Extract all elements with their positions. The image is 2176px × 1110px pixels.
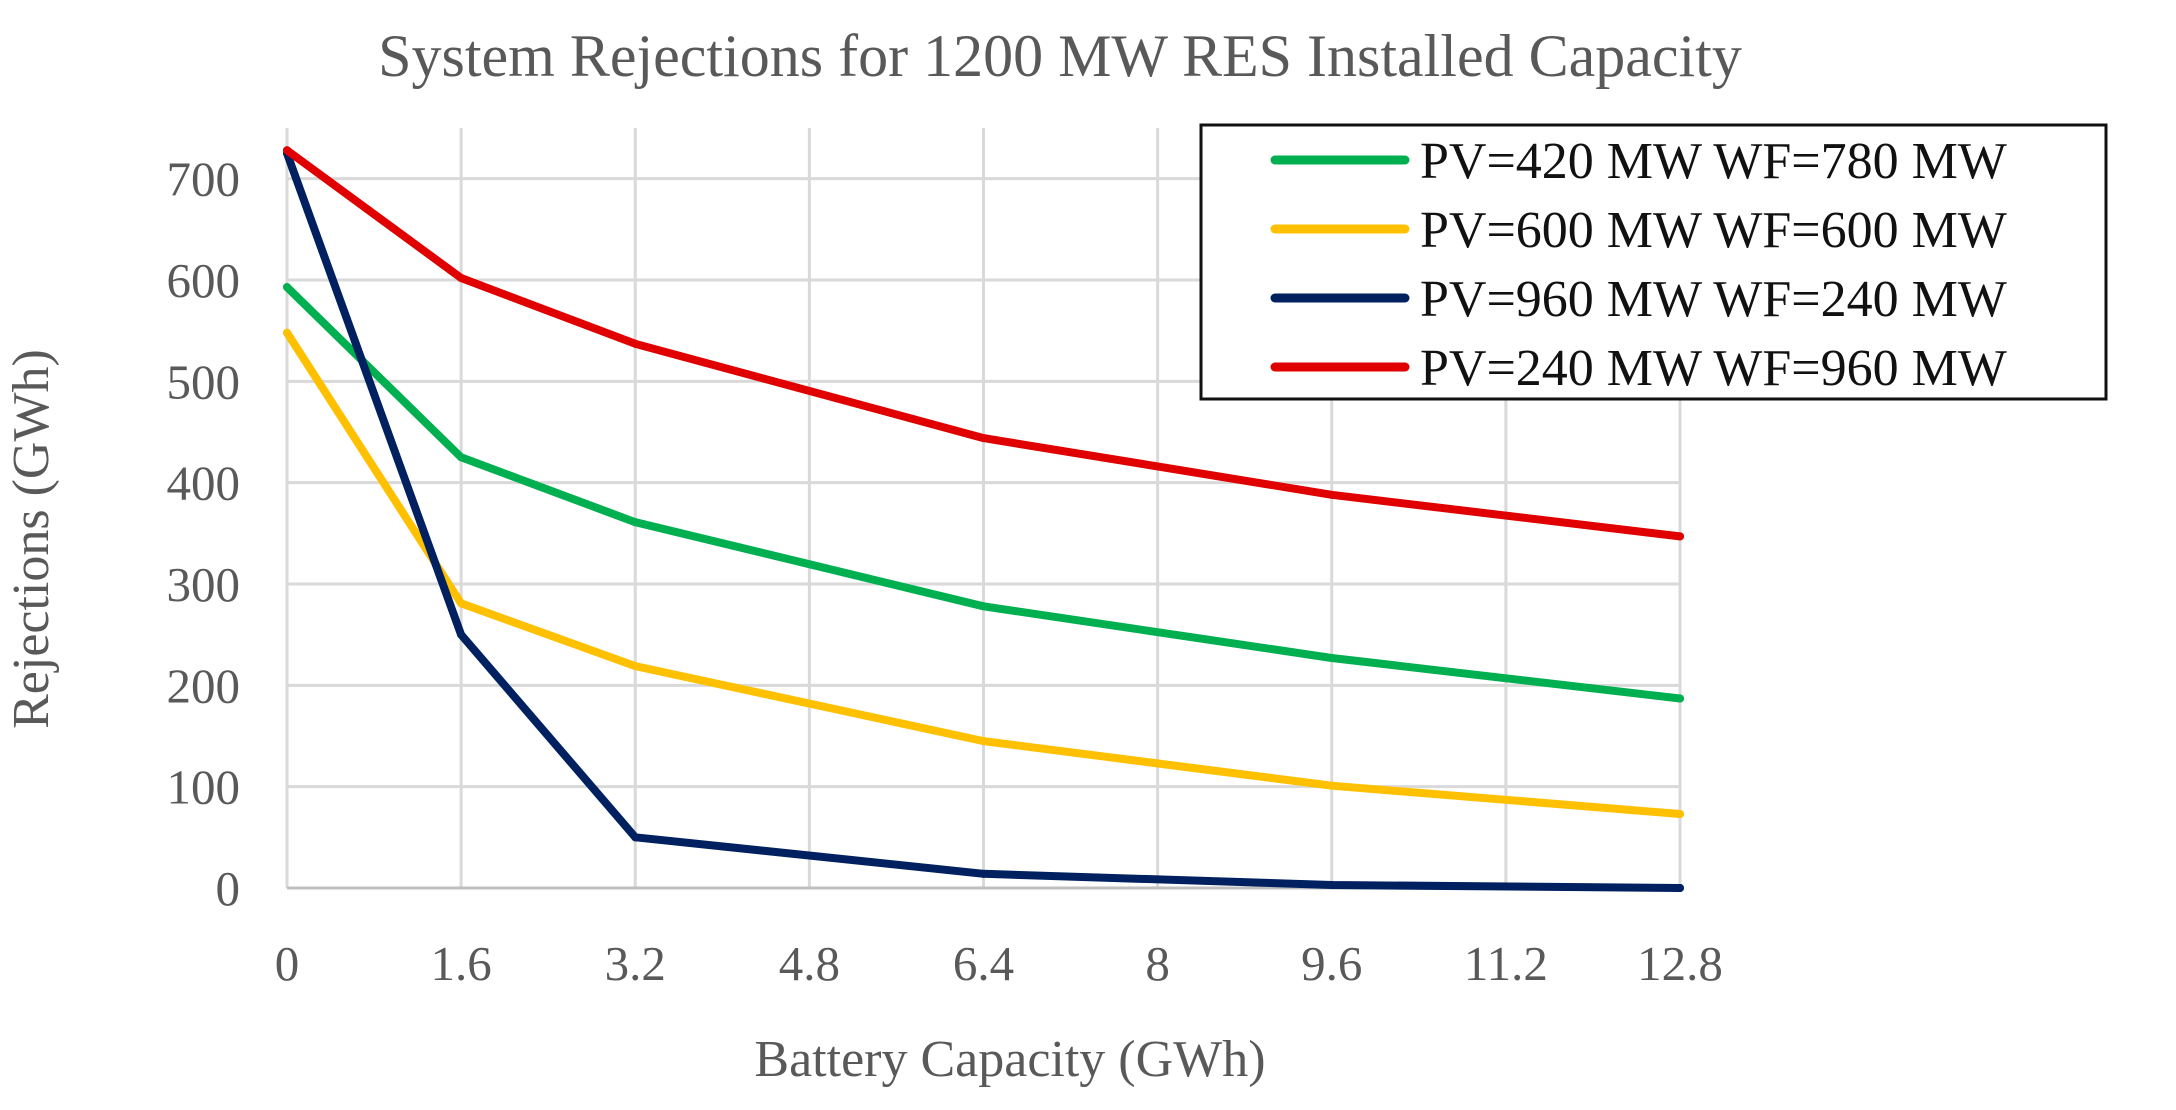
series-4-point xyxy=(631,339,640,348)
series-line-3 xyxy=(283,149,1684,892)
y-tick-label: 0 xyxy=(216,861,241,916)
y-tick-label: 700 xyxy=(167,152,241,207)
legend: PV=420 MW WF=780 MW PV=600 MW WF=600 MW PV… xyxy=(1199,123,2108,401)
legend-box xyxy=(1199,123,2108,401)
y-tick-label: 400 xyxy=(167,456,241,511)
series-3-point xyxy=(1327,880,1336,889)
series-line-1 xyxy=(283,283,1684,703)
legend-label-4: PV=240 MW WF=960 MW xyxy=(1420,340,2007,397)
x-tick-label: 0 xyxy=(275,936,300,991)
x-tick-label: 12.8 xyxy=(1637,936,1723,991)
series-3-point xyxy=(979,869,988,878)
legend-label-2: PV=600 MW WF=600 MW xyxy=(1420,202,2007,259)
y-tick-label: 100 xyxy=(167,760,241,815)
x-axis-title: Battery Capacity (GWh) xyxy=(754,1031,1265,1088)
series-1-point xyxy=(1327,653,1336,662)
series-3-point xyxy=(631,833,640,842)
x-tick-label: 6.4 xyxy=(953,936,1014,991)
chart-title: System Rejections for 1200 MW RES Instal… xyxy=(378,23,1742,89)
x-tick-label: 1.6 xyxy=(431,936,492,991)
series-2-point xyxy=(631,662,640,671)
series-1-point xyxy=(283,283,291,292)
y-tick-label: 600 xyxy=(167,253,241,308)
x-tick-label: 9.6 xyxy=(1301,936,1362,991)
x-tick-label: 4.8 xyxy=(779,936,840,991)
legend-items: PV=420 MW WF=780 MW PV=600 MW WF=600 MW PV… xyxy=(1270,133,2007,397)
series-1-point xyxy=(1676,694,1684,703)
y-tick-label: 200 xyxy=(167,658,241,713)
series-1-point xyxy=(457,453,466,462)
series-layer xyxy=(283,146,1684,892)
y-axis-title: Rejections (GWh) xyxy=(3,349,60,729)
series-2-point xyxy=(283,328,291,337)
y-tick-label: 500 xyxy=(167,354,241,409)
x-tick-label: 8 xyxy=(1145,936,1170,991)
series-4-point xyxy=(1327,490,1336,499)
series-4-point xyxy=(1676,532,1684,541)
series-2-point xyxy=(1676,810,1684,819)
series-1-point xyxy=(979,602,988,611)
series-4-point xyxy=(283,146,291,155)
y-tick-label: 300 xyxy=(167,557,241,612)
series-1-point xyxy=(631,518,640,527)
series-3-point xyxy=(457,630,466,639)
series-2-point xyxy=(457,599,466,608)
series-2-point xyxy=(1327,781,1336,790)
series-4-point xyxy=(979,434,988,443)
series-3-point xyxy=(1676,884,1684,892)
x-tick-label: 3.2 xyxy=(605,936,666,991)
legend-label-1: PV=420 MW WF=780 MW xyxy=(1420,133,2007,190)
x-tick-label: 11.2 xyxy=(1464,936,1548,991)
series-4-point xyxy=(457,273,466,282)
legend-label-3: PV=960 MW WF=240 MW xyxy=(1420,271,2007,328)
tick-labels: 0 100 200 300 400 500 600 700 0 1.6 3.2 4.8 6.4 8 9.6 1… xyxy=(167,152,1723,991)
series-line-4 xyxy=(283,146,1684,541)
series-2-point xyxy=(979,737,988,746)
